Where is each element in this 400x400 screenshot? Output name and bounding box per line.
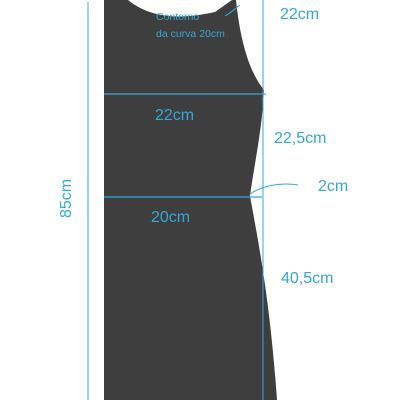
total-length-label: 85cm [58, 179, 75, 218]
curve-note-line1: Contorno [156, 11, 199, 23]
skirt-length-label: 40,5cm [281, 270, 333, 287]
bust-width-label: 22cm [155, 107, 194, 124]
waist-section-label: 22,5cm [274, 130, 326, 147]
pattern-piece [104, 0, 277, 400]
waist-width-label: 20cm [151, 209, 190, 226]
side-offset-pointer [249, 183, 299, 195]
shoulder-height-label: 22cm [280, 6, 319, 23]
side-offset-label: 2cm [318, 178, 348, 195]
curve-note-pointer [224, 4, 241, 17]
curve-note-line2: da curva 20cm [156, 28, 225, 40]
